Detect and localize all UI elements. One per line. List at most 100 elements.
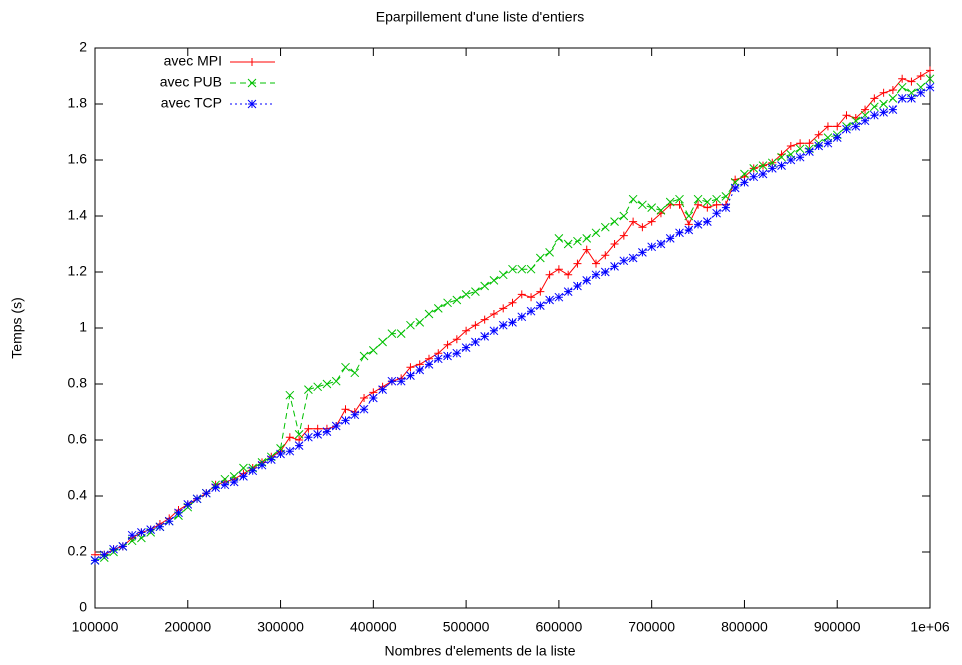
- marker: [285, 446, 295, 456]
- marker: [814, 130, 823, 139]
- marker: [415, 318, 425, 327]
- y-tick-label: 1.4: [68, 207, 88, 223]
- marker: [137, 528, 146, 537]
- x-tick-label: 400000: [350, 619, 397, 635]
- marker: [619, 256, 629, 266]
- marker: [341, 416, 350, 425]
- x-tick-label: 700000: [628, 619, 675, 635]
- legend-marker: [247, 99, 257, 109]
- marker: [322, 427, 332, 436]
- marker: [916, 72, 925, 80]
- marker: [638, 200, 647, 210]
- marker: [693, 194, 703, 204]
- marker: [508, 318, 517, 327]
- marker: [647, 203, 657, 212]
- x-tick-label: 200000: [164, 619, 211, 635]
- marker: [851, 122, 861, 131]
- marker: [730, 183, 740, 193]
- marker: [443, 340, 452, 349]
- marker: [545, 295, 554, 305]
- y-tick-label: 1: [79, 319, 87, 335]
- marker: [777, 152, 786, 162]
- marker: [665, 197, 675, 207]
- legend-label: avec TCP: [161, 95, 222, 111]
- marker: [684, 211, 694, 221]
- marker: [508, 298, 517, 307]
- marker: [294, 430, 304, 439]
- marker: [526, 264, 536, 274]
- marker: [860, 116, 870, 126]
- marker: [786, 155, 796, 165]
- marker: [767, 164, 777, 173]
- marker: [480, 315, 489, 324]
- marker: [433, 354, 443, 364]
- marker: [489, 326, 499, 336]
- marker: [304, 385, 313, 394]
- marker: [758, 161, 768, 170]
- marker: [396, 376, 406, 386]
- marker: [480, 281, 490, 291]
- marker: [842, 124, 851, 134]
- marker: [527, 293, 536, 302]
- marker: [387, 329, 397, 338]
- marker: [712, 208, 721, 218]
- marker: [638, 223, 647, 232]
- marker: [638, 248, 647, 257]
- marker: [805, 139, 814, 148]
- x-tick-label: 500000: [443, 619, 490, 635]
- marker: [879, 99, 888, 109]
- marker: [211, 483, 220, 492]
- marker: [582, 234, 592, 243]
- marker: [294, 441, 304, 450]
- marker: [573, 259, 582, 268]
- marker: [192, 494, 202, 504]
- marker: [443, 351, 452, 361]
- marker: [415, 365, 425, 375]
- marker: [926, 66, 934, 75]
- marker: [897, 82, 907, 92]
- marker: [702, 217, 712, 226]
- marker: [536, 287, 545, 296]
- x-tick-label: 300000: [257, 619, 304, 635]
- marker: [610, 217, 619, 226]
- marker: [656, 239, 666, 249]
- marker: [461, 290, 471, 299]
- marker: [304, 424, 313, 433]
- y-tick-label: 0.4: [68, 487, 88, 503]
- marker: [146, 525, 156, 534]
- marker: [675, 194, 684, 204]
- marker: [897, 94, 907, 103]
- marker: [675, 228, 684, 238]
- marker: [925, 74, 935, 84]
- x-tick-label: 800000: [721, 619, 768, 635]
- marker: [758, 169, 768, 179]
- legend-marker: [248, 58, 256, 66]
- marker: [239, 463, 248, 473]
- marker: [266, 455, 276, 464]
- marker: [601, 251, 610, 260]
- marker: [285, 433, 294, 442]
- marker: [888, 105, 898, 114]
- marker: [628, 253, 638, 263]
- y-tick-label: 1.6: [68, 151, 88, 167]
- marker: [406, 320, 415, 330]
- marker: [313, 430, 323, 439]
- marker: [879, 108, 888, 117]
- marker: [118, 542, 128, 551]
- marker: [888, 86, 897, 94]
- marker: [489, 310, 498, 318]
- marker: [665, 234, 675, 243]
- marker: [610, 262, 619, 271]
- marker: [368, 346, 378, 355]
- marker: [740, 178, 749, 187]
- marker: [499, 304, 508, 313]
- marker: [703, 203, 712, 212]
- marker: [786, 142, 795, 150]
- marker: [832, 133, 842, 142]
- marker: [350, 368, 360, 378]
- marker: [322, 379, 332, 389]
- marker: [554, 265, 563, 274]
- marker: [610, 240, 619, 248]
- marker: [443, 298, 452, 308]
